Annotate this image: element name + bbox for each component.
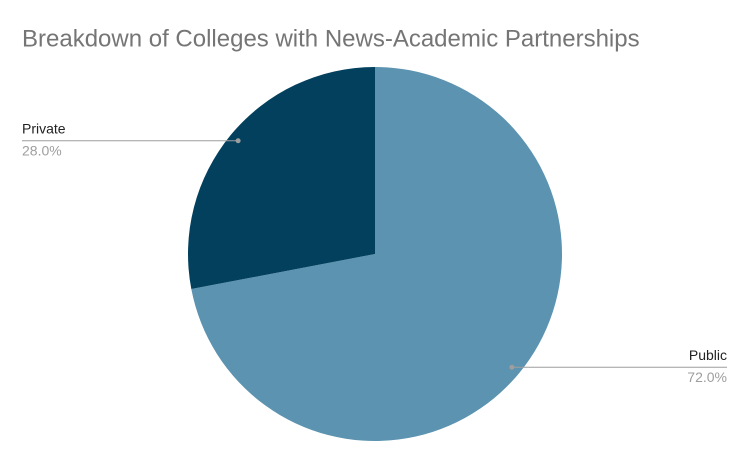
slice-value-label: 28.0% [22, 142, 62, 158]
pie-slice [191, 67, 563, 441]
slice-label: Public [689, 347, 727, 363]
leader-dot [235, 138, 241, 144]
chart-title: Breakdown of Colleges with News-Academic… [22, 25, 640, 52]
slice-label: Private [22, 120, 66, 136]
leader-dot [509, 364, 515, 370]
pie-slice [188, 67, 375, 290]
slice-value-label: 72.0% [687, 369, 727, 385]
